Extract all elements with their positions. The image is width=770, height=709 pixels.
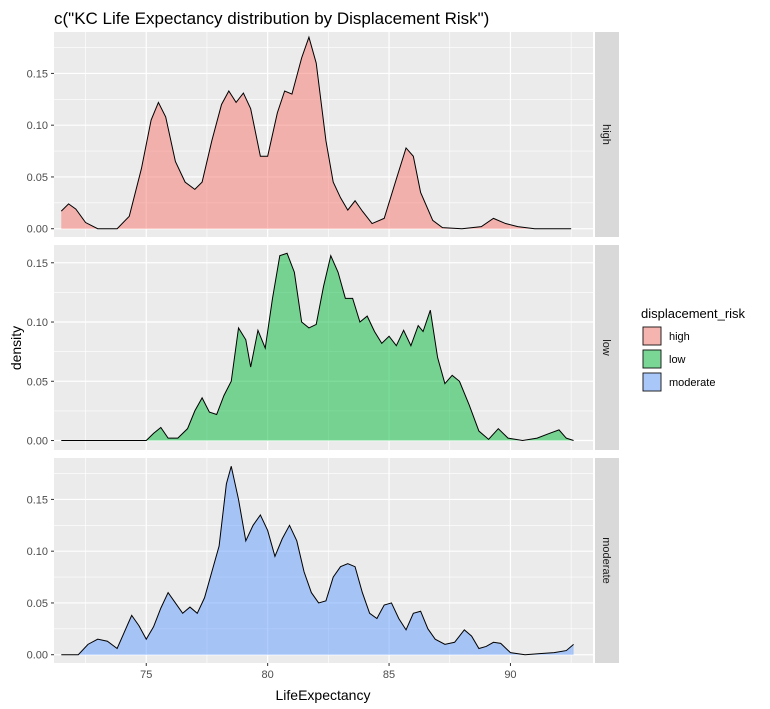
legend-key-high xyxy=(642,326,662,346)
chart-title: c("KC Life Expectancy distribution by Di… xyxy=(54,9,489,28)
y-tick-label: 0.00 xyxy=(27,436,48,448)
y-tick-label: 0.15 xyxy=(27,68,48,80)
density-area-high xyxy=(61,37,572,229)
facet-panel-moderate: 0.00 0.05 0.10 0.15 moderate 75 80 85 90 xyxy=(27,458,619,681)
density-outline-low xyxy=(61,252,574,442)
legend-key-low xyxy=(642,349,662,369)
y-tick-label: 0.10 xyxy=(27,317,48,329)
y-tick-label: 0.10 xyxy=(27,120,48,132)
facet-strip xyxy=(595,32,619,237)
x-tick-label: 90 xyxy=(504,669,516,681)
facet-strip-label: low xyxy=(600,339,612,356)
y-tick-label: 0.05 xyxy=(27,598,48,610)
facet-panel-high: 0.00 0.05 0.10 0.15 high xyxy=(27,32,619,237)
x-tick-label: 80 xyxy=(262,669,274,681)
facet-panels: 0.000.050.100.15high0.000.050.100.15low0… xyxy=(27,32,619,681)
x-axis-title: LifeExpectancy xyxy=(276,687,371,703)
density-area-low xyxy=(61,253,574,441)
y-tick-label: 0.00 xyxy=(27,650,48,662)
facet-strip-label: moderate xyxy=(600,537,612,583)
facet-strip xyxy=(595,458,619,663)
y-tick-label: 0.15 xyxy=(27,258,48,270)
legend-title: displacement_risk xyxy=(641,306,746,321)
x-tick-label: 85 xyxy=(383,669,395,681)
y-tick-label: 0.10 xyxy=(27,546,48,558)
y-tick-label: 0.00 xyxy=(27,224,48,236)
legend-key-moderate xyxy=(642,372,662,392)
x-tick-label: 75 xyxy=(140,669,152,681)
y-axis-title: density xyxy=(8,326,24,370)
facet-panel-low: 0.00 0.05 0.10 0.15 low xyxy=(27,245,619,450)
facet-strip xyxy=(595,245,619,450)
legend-label-moderate: moderate xyxy=(669,377,715,389)
facet-strip-label: high xyxy=(600,124,612,145)
legend: displacement_risk high low moderate xyxy=(641,306,746,392)
y-tick-label: 0.05 xyxy=(27,172,48,184)
density-outline-moderate xyxy=(61,466,574,656)
y-tick-label: 0.15 xyxy=(27,494,48,506)
y-tick-label: 0.05 xyxy=(27,376,48,388)
legend-label-high: high xyxy=(669,331,690,343)
legend-label-low: low xyxy=(669,354,686,366)
density-outline-high xyxy=(60,35,572,230)
